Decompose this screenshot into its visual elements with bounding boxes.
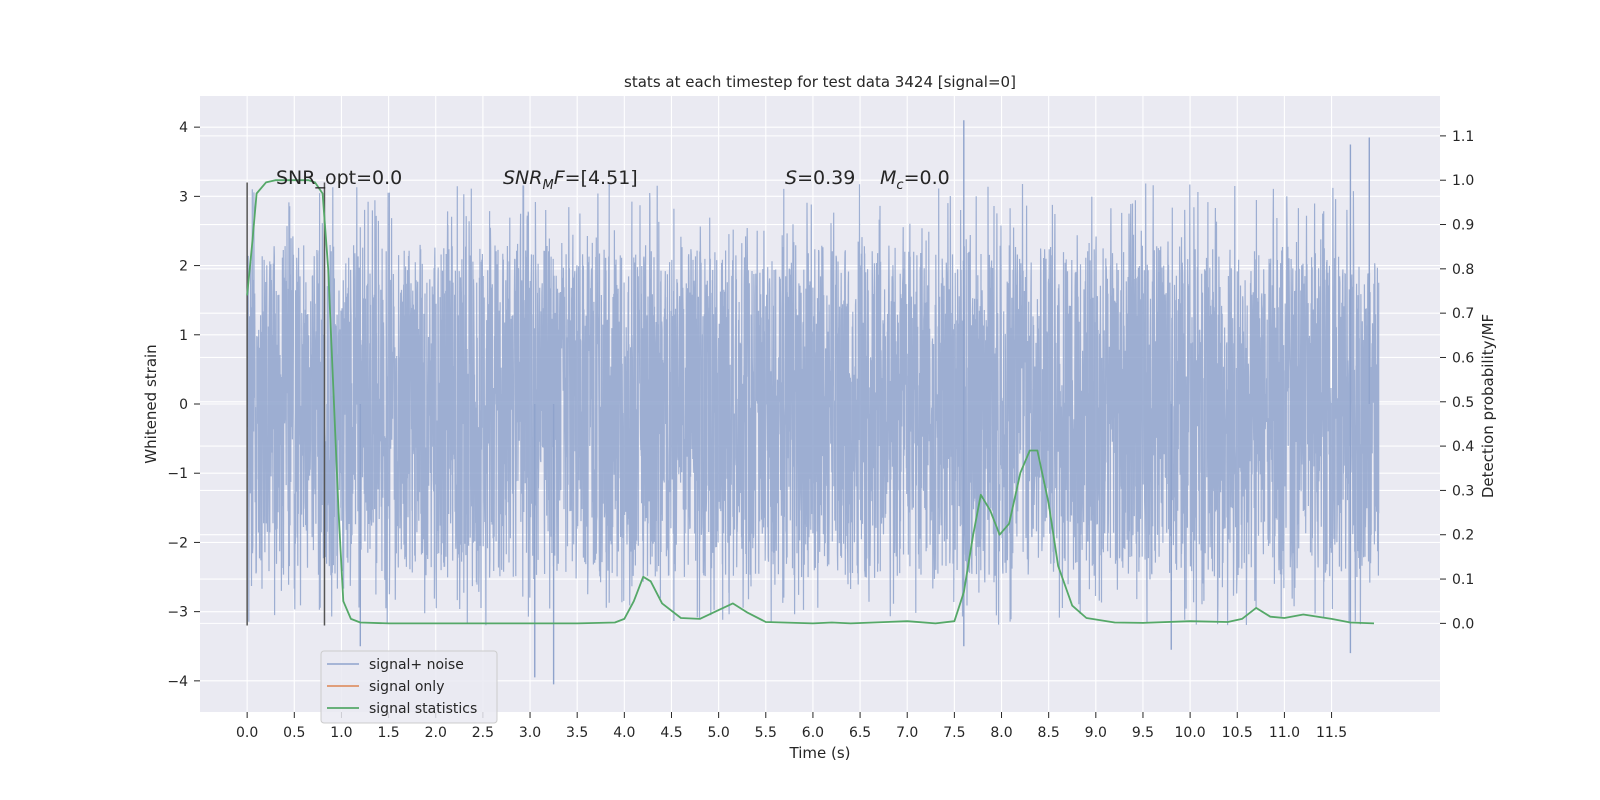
x-tick-label: 0.0 xyxy=(236,725,258,741)
x-tick-label: 2.5 xyxy=(472,725,494,741)
x-tick-label: 10.0 xyxy=(1175,725,1206,741)
y-tick-label: −1 xyxy=(167,466,188,482)
y2-tick-label: 0.6 xyxy=(1452,350,1474,366)
y-tick-label: −4 xyxy=(167,674,188,690)
y2-tick-label: 0.7 xyxy=(1452,306,1474,322)
x-tick-label: 1.0 xyxy=(330,725,352,741)
x-tick-label: 5.0 xyxy=(707,725,729,741)
x-tick-label: 8.0 xyxy=(990,725,1012,741)
legend: signal+ noise signal only signal statist… xyxy=(320,650,498,724)
x-tick-label: 11.5 xyxy=(1316,725,1347,741)
x-tick-label: 2.0 xyxy=(425,725,447,741)
x-tick-label: 4.5 xyxy=(660,725,682,741)
signal-noise-trace xyxy=(246,183,1380,626)
marker-lines xyxy=(246,182,326,626)
annotation-mc: Mc=0.0 xyxy=(880,167,950,193)
x-axis-label: Time (s) xyxy=(789,744,851,762)
annotation-s: S=0.39 xyxy=(785,167,855,189)
x-tick-label: 3.0 xyxy=(519,725,541,741)
y-tick-label: −2 xyxy=(167,535,188,551)
y2-tick-label: 0.1 xyxy=(1452,572,1474,588)
y2-tick-label: 0.9 xyxy=(1452,218,1474,234)
x-tick-label: 10.5 xyxy=(1222,725,1253,741)
chart-title: stats at each timestep for test data 342… xyxy=(624,73,1016,91)
legend-label-signal-noise: signal+ noise xyxy=(369,657,464,673)
annotation-snr-opt: SNR_opt=0.0 xyxy=(276,167,402,189)
y2-tick-label: 0.4 xyxy=(1452,439,1474,455)
y2-tick-label: 0.5 xyxy=(1452,395,1474,411)
y-tick-label: 2 xyxy=(179,259,188,275)
y-tick-label: 0 xyxy=(179,397,188,413)
x-tick-label: 7.5 xyxy=(943,725,965,741)
y2-tick-label: 1.1 xyxy=(1452,129,1474,145)
x-ticks: 0.0 0.5 1.0 1.5 2.0 2.5 3.0 3.5 4.0 4.5 5.0 5.5 6.0 6… xyxy=(236,712,1347,741)
x-tick-label: 3.5 xyxy=(566,725,588,741)
y-axis-label: Whitened strain xyxy=(142,344,160,463)
y-tick-label: −3 xyxy=(167,605,188,621)
x-tick-label: 6.5 xyxy=(849,725,871,741)
x-tick-label: 5.5 xyxy=(755,725,777,741)
y2-tick-label: 0.2 xyxy=(1452,528,1474,544)
signal-statistics-line xyxy=(246,179,1375,625)
y-ticks: 4 3 2 1 0 −1 −2 −3 −4 xyxy=(167,120,200,690)
legend-item-signal-noise: signal+ noise xyxy=(327,657,464,673)
x-tick-label: 6.0 xyxy=(802,725,824,741)
legend-label-signal-only: signal only xyxy=(369,679,444,695)
x-tick-label: 1.5 xyxy=(377,725,399,741)
y-tick-label: 3 xyxy=(179,189,188,205)
x-tick-label: 9.0 xyxy=(1085,725,1107,741)
x-tick-label: 8.5 xyxy=(1038,725,1060,741)
legend-label-signal-statistics: signal statistics xyxy=(369,701,477,717)
y2-tick-label: 1.0 xyxy=(1452,173,1474,189)
annotation-snr-mf: SNRMF=[4.51] xyxy=(503,167,638,193)
y-tick-label: 1 xyxy=(179,328,188,344)
y2-tick-label: 0.0 xyxy=(1452,616,1474,632)
x-tick-label: 4.0 xyxy=(613,725,635,741)
x-tick-label: 0.5 xyxy=(283,725,305,741)
legend-item-signal-only: signal only xyxy=(327,679,444,695)
y2-tick-label: 0.3 xyxy=(1452,483,1474,499)
y2-tick-label: 0.8 xyxy=(1452,262,1474,278)
y2-ticks: 1.1 1.0 0.9 0.8 0.7 0.6 0.5 0.4 0.3 0.2 0.1 0.0 xyxy=(1440,129,1474,632)
series-signal-statistics xyxy=(246,179,1375,625)
legend-item-signal-statistics: signal statistics xyxy=(327,701,477,717)
x-tick-label: 7.0 xyxy=(896,725,918,741)
x-tick-label: 9.5 xyxy=(1132,725,1154,741)
legend-box xyxy=(320,650,498,724)
annotations: SNR_opt=0.0 SNRMF=[4.51] S=0.39 Mc=0.0 xyxy=(276,167,950,193)
y-tick-label: 4 xyxy=(179,120,188,136)
series-signal-noise xyxy=(246,120,1380,685)
y2-axis-label: Detection probability/MF xyxy=(1479,314,1497,498)
x-tick-label: 11.0 xyxy=(1269,725,1300,741)
